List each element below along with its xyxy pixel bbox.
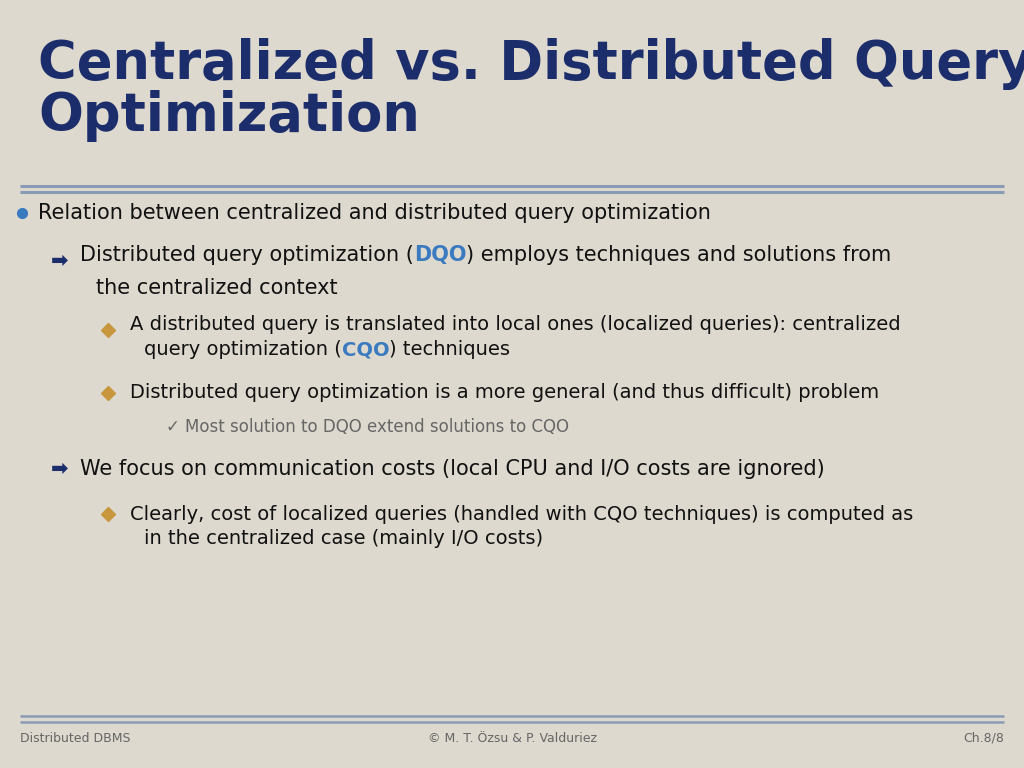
Text: ) employs techniques and solutions from: ) employs techniques and solutions from <box>466 245 892 265</box>
Text: query optimization (: query optimization ( <box>144 340 342 359</box>
Text: Distributed DBMS: Distributed DBMS <box>20 731 130 744</box>
Text: Distributed query optimization (: Distributed query optimization ( <box>80 245 414 265</box>
Text: Relation between centralized and distributed query optimization: Relation between centralized and distrib… <box>38 203 711 223</box>
Text: ✓: ✓ <box>166 418 180 436</box>
Text: ➡: ➡ <box>51 251 69 271</box>
Text: © M. T. Özsu & P. Valduriez: © M. T. Özsu & P. Valduriez <box>427 731 597 744</box>
Text: the centralized context: the centralized context <box>96 278 338 298</box>
Text: in the centralized case (mainly I/O costs): in the centralized case (mainly I/O cost… <box>144 529 543 548</box>
Text: Clearly, cost of localized queries (handled with CQO techniques) is computed as: Clearly, cost of localized queries (hand… <box>130 505 913 524</box>
Text: ) techniques: ) techniques <box>389 340 510 359</box>
Text: Distributed query optimization is a more general (and thus difficult) problem: Distributed query optimization is a more… <box>130 383 880 402</box>
Text: Centralized vs. Distributed Query: Centralized vs. Distributed Query <box>38 38 1024 90</box>
Text: CQO: CQO <box>342 340 389 359</box>
Text: ➡: ➡ <box>51 459 69 479</box>
Text: DQO: DQO <box>414 245 466 265</box>
Text: A distributed query is translated into local ones (localized queries): centraliz: A distributed query is translated into l… <box>130 315 901 334</box>
Text: Optimization: Optimization <box>38 90 420 142</box>
Text: Most solution to DQO extend solutions to CQO: Most solution to DQO extend solutions to… <box>185 418 569 436</box>
Text: Ch.8/8: Ch.8/8 <box>964 731 1004 744</box>
Text: We focus on communication costs (local CPU and I/O costs are ignored): We focus on communication costs (local C… <box>80 459 824 479</box>
